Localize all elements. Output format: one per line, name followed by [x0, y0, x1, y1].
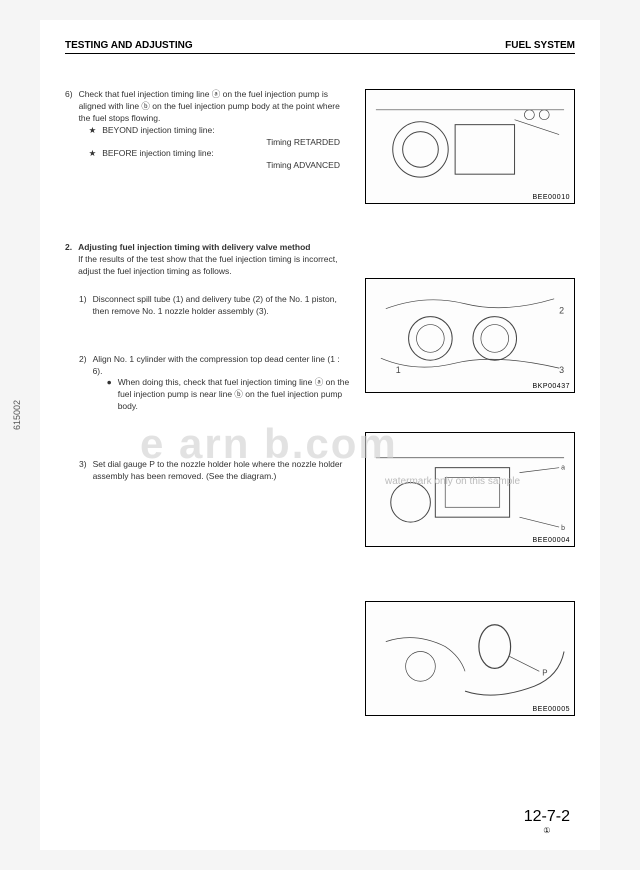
side-code: 615002: [12, 400, 22, 430]
schematic-icon: 1 2 3: [366, 279, 574, 393]
figure-label: BKP00437: [533, 383, 570, 390]
page-number: 12-7-2 ①: [524, 808, 570, 835]
svg-text:2: 2: [559, 306, 564, 316]
substep-number: 1): [79, 294, 87, 318]
section-title: Adjusting fuel injection timing with del…: [78, 242, 310, 252]
section-number: 2.: [65, 242, 72, 278]
bullet-icon: ●: [107, 377, 112, 413]
step-text: Check that fuel injection timing line ⓐ …: [79, 89, 340, 123]
substep-number: 3): [79, 459, 87, 483]
schematic-icon: P: [366, 602, 574, 716]
page: TESTING AND ADJUSTING FUEL SYSTEM 6) Che…: [40, 20, 600, 850]
star-icon: ★: [89, 148, 97, 172]
page-number-sub: ①: [524, 826, 570, 835]
figure-1: BEE00010: [365, 89, 575, 204]
header-left: TESTING AND ADJUSTING: [65, 40, 193, 51]
figure-column: BEE00010 1 2 3 BKP00437: [365, 89, 575, 716]
content-area: 6) Check that fuel injection timing line…: [65, 89, 575, 716]
svg-text:a: a: [561, 465, 565, 472]
schematic-icon: a b: [366, 433, 574, 547]
figure-3: a b BEE00004: [365, 432, 575, 547]
header-right: FUEL SYSTEM: [505, 40, 575, 51]
svg-text:1: 1: [396, 365, 401, 375]
star-value: Timing RETARDED: [102, 137, 350, 149]
text-column: 6) Check that fuel injection timing line…: [65, 89, 350, 716]
star-icon: ★: [89, 125, 97, 149]
section-intro: If the results of the test show that the…: [78, 254, 337, 276]
section-2: 2. Adjusting fuel injection timing with …: [65, 242, 350, 483]
page-number-main: 12-7-2: [524, 808, 570, 825]
star-label: BEFORE injection timing line:: [102, 148, 214, 158]
step-6: 6) Check that fuel injection timing line…: [65, 89, 350, 172]
substep-text: Align No. 1 cylinder with the compressio…: [93, 354, 340, 376]
figure-label: BEE00005: [533, 706, 570, 713]
substep-text: Set dial gauge P to the nozzle holder ho…: [93, 459, 350, 483]
star-value: Timing ADVANCED: [102, 160, 350, 172]
svg-text:b: b: [561, 525, 565, 532]
star-label: BEYOND injection timing line:: [102, 125, 214, 135]
figure-4: P BEE00005: [365, 601, 575, 716]
figure-label: BEE00010: [533, 194, 570, 201]
schematic-icon: [366, 90, 574, 204]
svg-text:P: P: [542, 668, 547, 677]
substep-number: 2): [79, 354, 87, 413]
figure-label: BEE00004: [533, 537, 570, 544]
page-header: TESTING AND ADJUSTING FUEL SYSTEM: [65, 40, 575, 54]
step-number: 6): [65, 89, 73, 172]
bullet-text: When doing this, check that fuel injecti…: [118, 377, 350, 413]
figure-2: 1 2 3 BKP00437: [365, 278, 575, 393]
svg-text:3: 3: [559, 365, 564, 375]
substep-text: Disconnect spill tube (1) and delivery t…: [93, 294, 350, 318]
